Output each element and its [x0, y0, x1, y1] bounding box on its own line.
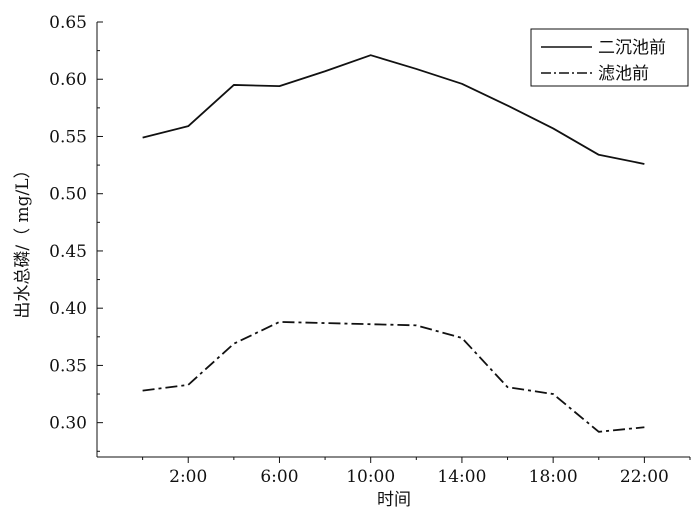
- x-tick-label: 18:00: [529, 467, 578, 487]
- legend-label-series-0: 二沉池前: [598, 38, 666, 58]
- plot-area: [96, 22, 690, 458]
- x-axis: 2:00 6:00 10:00 14:00 18:00 22:00: [142, 457, 691, 487]
- y-tick-label: 0.45: [49, 242, 87, 262]
- series-layer: [142, 54, 645, 433]
- y-tick-label: 0.30: [49, 414, 87, 434]
- y-tick-label: 0.40: [49, 299, 87, 319]
- x-tick-label: 6:00: [260, 467, 298, 487]
- x-axis-label: 时间: [377, 490, 411, 510]
- series-line-0: [142, 54, 645, 165]
- x-tick-label: 2:00: [169, 467, 207, 487]
- y-tick-label: 0.35: [49, 356, 87, 376]
- y-axis: 0.30 0.35 0.40 0.45 0.50 0.55 0.60 0.65: [49, 13, 103, 452]
- y-axis-label: 出水总磷/（ mg/L）: [13, 161, 33, 318]
- y-tick-label: 0.65: [49, 13, 87, 33]
- y-tick-label: 0.60: [49, 70, 87, 90]
- x-tick-label: 14:00: [437, 467, 486, 487]
- legend-box: [530, 28, 689, 87]
- legend-label-series-1: 滤池前: [598, 64, 649, 84]
- x-tick-label: 10:00: [346, 467, 395, 487]
- series-line-1: [142, 321, 645, 433]
- y-tick-label: 0.55: [49, 127, 87, 147]
- y-tick-label: 0.50: [49, 185, 87, 205]
- legend: 二沉池前 滤池前: [530, 28, 689, 87]
- x-tick-label: 22:00: [620, 467, 669, 487]
